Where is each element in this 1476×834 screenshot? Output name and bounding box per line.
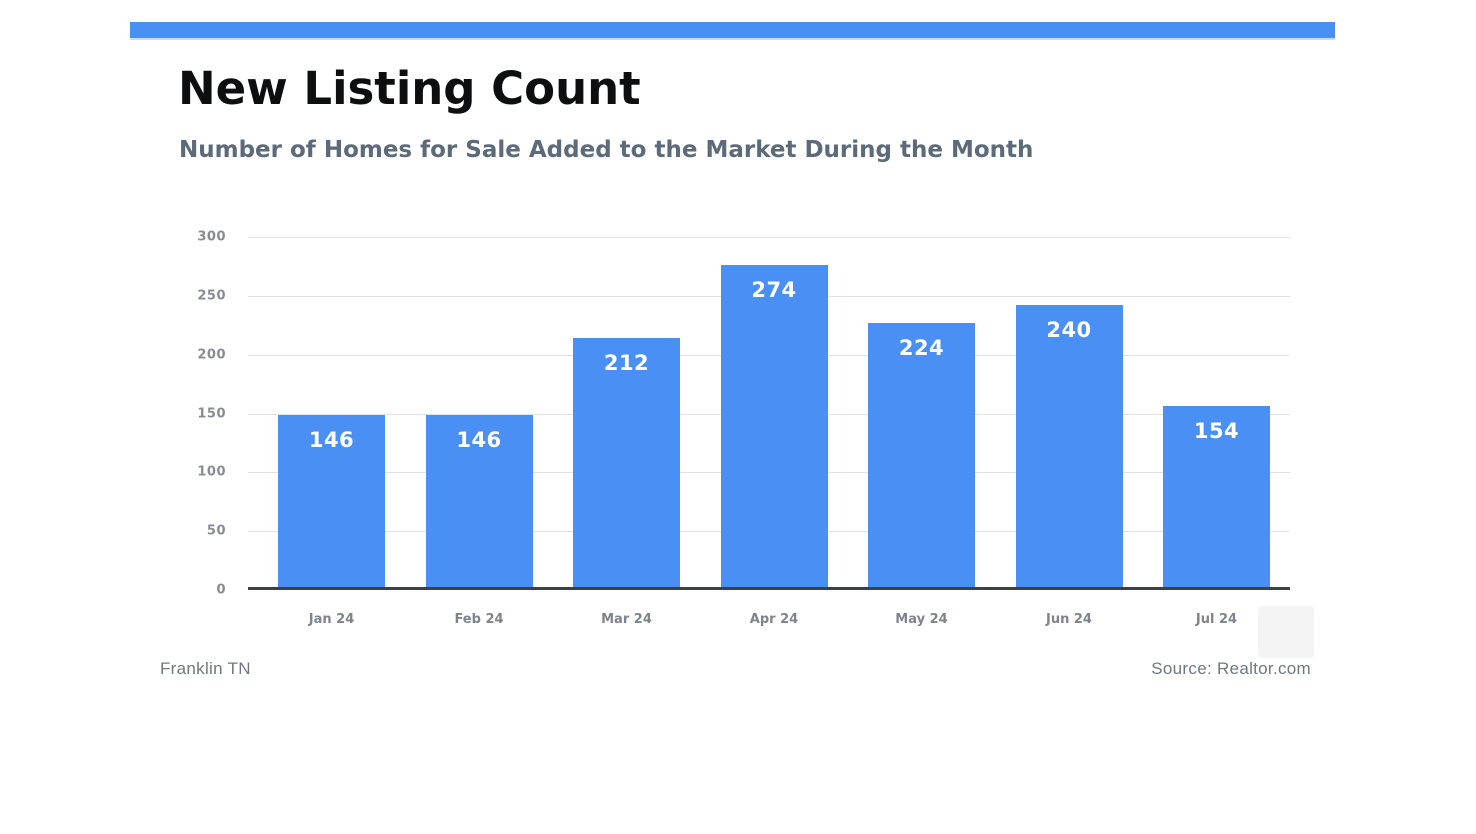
x-tick-label-jul-24: Jul 24 (1195, 612, 1238, 627)
y-tick-label-100: 100 (197, 464, 226, 480)
plot-area: 146 146 212 274 224 240 154 (248, 237, 1290, 590)
bar-value-label: 240 (1046, 317, 1092, 342)
bar-value-label: 212 (603, 350, 650, 375)
y-tick-label-300: 300 (197, 229, 226, 245)
y-tick-label-150: 150 (197, 406, 226, 421)
bar-feb-24: 146 (425, 415, 533, 587)
bar-jun-24: 240 (1015, 304, 1123, 587)
y-tick-label-200: 200 (197, 347, 226, 363)
bar-jul-24: 154 (1163, 405, 1270, 587)
footer-location-label: Franklin TN (160, 659, 251, 678)
bar-value-label: 154 (1193, 418, 1240, 443)
x-tick-label-jun-24: Jun 24 (1046, 612, 1092, 627)
footer-source-label: Source: Realtor.com (1151, 659, 1311, 678)
watermark-logo (1258, 606, 1314, 658)
page-subtitle: Number of Homes for Sale Added to the Ma… (179, 137, 1034, 163)
bar-value-label: 146 (308, 428, 355, 453)
bar-apr-24: 274 (720, 264, 828, 587)
bar-value-label: 224 (898, 336, 945, 361)
x-tick-label-mar-24: Mar 24 (601, 612, 652, 627)
top-accent-bar (130, 22, 1335, 40)
bar-jan-24: 146 (278, 415, 385, 587)
x-tick-label-jan-24: Jan 24 (308, 612, 355, 627)
y-axis: 0 50 100 150 200 250 300 (130, 230, 226, 598)
bar-value-label: 146 (456, 428, 502, 453)
gridline-300 (248, 237, 1290, 238)
x-tick-label-feb-24: Feb 24 (454, 612, 504, 627)
y-tick-label-50: 50 (206, 523, 226, 539)
y-tick-label-250: 250 (197, 288, 226, 304)
page-title: New Listing Count (178, 62, 641, 115)
bar-mar-24: 212 (573, 337, 680, 587)
x-tick-label-apr-24: Apr 24 (749, 612, 799, 627)
x-tick-label-may-24: May 24 (895, 612, 948, 627)
x-axis: Jan 24 Feb 24 Mar 24 Apr 24 May 24 Jun 24 Jul … (248, 612, 1290, 632)
bar-may-24: 224 (868, 323, 975, 587)
bar-value-label: 274 (751, 277, 797, 302)
y-tick-label-0: 0 (216, 582, 226, 598)
